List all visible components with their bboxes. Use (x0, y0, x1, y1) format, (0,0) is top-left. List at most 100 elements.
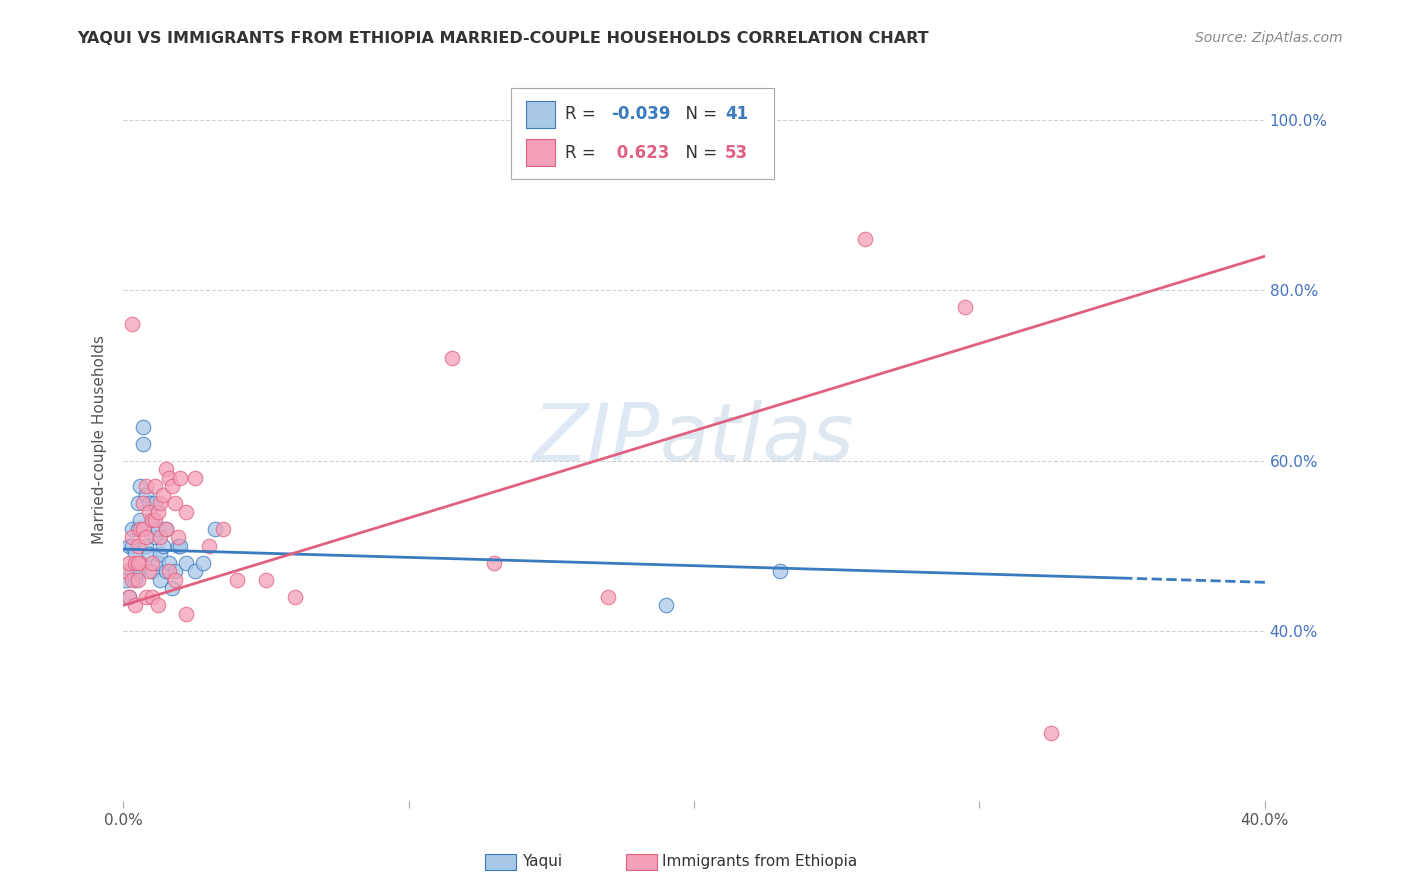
Point (121, 564, 143, 578)
Point (127, 573, 149, 587)
Point (135, 488, 157, 502)
Point (132, 522, 155, 536)
Point (174, 556, 197, 570)
Point (183, 470, 205, 484)
Point (132, 436, 155, 450)
Point (155, 522, 177, 536)
Text: YAQUI VS IMMIGRANTS FROM ETHIOPIA MARRIED-COUPLE HOUSEHOLDS CORRELATION CHART: YAQUI VS IMMIGRANTS FROM ETHIOPIA MARRIE… (77, 31, 929, 46)
Point (141, 590, 163, 604)
Point (141, 556, 163, 570)
Point (118, 539, 141, 553)
Point (212, 522, 235, 536)
Point (149, 573, 172, 587)
Text: N =: N = (675, 144, 723, 161)
Point (1039, 726, 1062, 740)
Point (143, 513, 166, 527)
Point (135, 539, 157, 553)
Point (157, 470, 180, 484)
Point (121, 573, 143, 587)
Point (118, 556, 141, 570)
Text: 0.623: 0.623 (610, 144, 669, 161)
Point (160, 479, 183, 493)
Point (166, 530, 188, 544)
Text: Immigrants from Ethiopia: Immigrants from Ethiopia (662, 855, 858, 869)
Text: R =: R = (565, 144, 602, 161)
Point (163, 496, 186, 510)
Point (174, 505, 197, 519)
Text: R =: R = (565, 105, 602, 123)
Point (146, 599, 169, 613)
Text: ZIP: ZIP (533, 401, 659, 478)
Point (121, 318, 143, 332)
Point (124, 547, 146, 561)
Point (146, 522, 169, 536)
Point (124, 556, 146, 570)
Point (160, 582, 183, 596)
Point (152, 488, 174, 502)
Point (143, 530, 166, 544)
Point (118, 590, 141, 604)
Point (135, 590, 157, 604)
Point (174, 607, 197, 621)
Point (121, 530, 143, 544)
Point (141, 513, 163, 527)
Point (155, 462, 177, 476)
Point (157, 556, 180, 570)
Point (135, 479, 157, 493)
Point (146, 505, 169, 519)
Point (121, 539, 143, 553)
Point (226, 573, 249, 587)
Point (440, 351, 463, 366)
Point (198, 539, 221, 553)
Point (127, 496, 149, 510)
Point (146, 556, 169, 570)
Point (853, 232, 876, 246)
Point (132, 496, 155, 510)
Point (654, 599, 676, 613)
Bar (526, 139, 555, 167)
Point (118, 590, 141, 604)
Point (769, 564, 792, 578)
Point (149, 530, 172, 544)
Point (155, 522, 177, 536)
Point (135, 530, 157, 544)
Point (132, 419, 155, 434)
Point (124, 599, 146, 613)
Point (115, 564, 138, 578)
Text: Source: ZipAtlas.com: Source: ZipAtlas.com (1195, 31, 1343, 45)
Point (149, 547, 172, 561)
Point (138, 564, 160, 578)
Point (141, 564, 163, 578)
Text: 41: 41 (725, 105, 748, 123)
Point (283, 590, 305, 604)
Point (152, 539, 174, 553)
Point (115, 573, 138, 587)
Point (254, 573, 277, 587)
Point (163, 573, 186, 587)
Point (127, 564, 149, 578)
Point (129, 556, 152, 570)
Point (129, 479, 152, 493)
Point (149, 496, 172, 510)
Point (143, 479, 166, 493)
Point (138, 547, 160, 561)
Text: 53: 53 (725, 144, 748, 161)
Point (129, 513, 152, 527)
Point (143, 496, 166, 510)
Point (166, 539, 188, 553)
Point (155, 564, 177, 578)
Point (157, 564, 180, 578)
Point (138, 496, 160, 510)
Point (484, 556, 506, 570)
Point (953, 301, 976, 315)
Point (138, 505, 160, 519)
Text: -0.039: -0.039 (610, 105, 671, 123)
Point (124, 573, 146, 587)
Point (169, 470, 191, 484)
Point (193, 556, 215, 570)
Text: Yaqui: Yaqui (522, 855, 562, 869)
Point (127, 522, 149, 536)
Point (129, 522, 152, 536)
Point (141, 513, 163, 527)
FancyBboxPatch shape (512, 88, 773, 178)
